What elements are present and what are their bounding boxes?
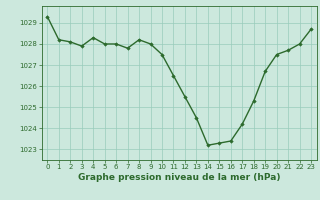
X-axis label: Graphe pression niveau de la mer (hPa): Graphe pression niveau de la mer (hPa): [78, 173, 280, 182]
